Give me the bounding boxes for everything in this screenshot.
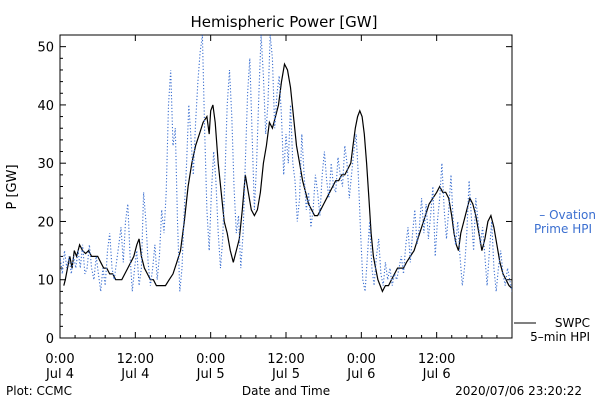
y-tick-label-30: 30 bbox=[37, 157, 54, 172]
y-axis-label: P [GW] bbox=[5, 164, 20, 209]
x-tick-label-time-5: 12:00 bbox=[418, 352, 455, 367]
x-tick-label-date-2: Jul 5 bbox=[196, 367, 225, 382]
series-line-ovation-prime-hpi bbox=[60, 35, 512, 292]
series-line-swpc-hpi bbox=[63, 62, 512, 293]
legend: – Ovation Prime HPI SWPC 5–min HPI bbox=[514, 208, 596, 344]
x-tick-label-time-0: 0:00 bbox=[45, 352, 74, 367]
series-layer bbox=[60, 35, 512, 293]
plot-frame-rect bbox=[59, 34, 513, 339]
footer-right: 2020/07/06 23:20:22 bbox=[455, 384, 582, 398]
x-tick-label-time-4: 0:00 bbox=[347, 352, 376, 367]
y-tick-label-40: 40 bbox=[37, 99, 54, 114]
x-tick-label-date-1: Jul 4 bbox=[120, 367, 149, 382]
x-tick-label-time-1: 12:00 bbox=[117, 352, 154, 367]
y-tick-label-10: 10 bbox=[37, 274, 54, 289]
x-tick-label-date-4: Jul 6 bbox=[346, 367, 375, 382]
x-tick-label-time-3: 12:00 bbox=[267, 352, 304, 367]
y-axis: 0 10 20 30 40 50 bbox=[37, 34, 512, 347]
y-tick-label-50: 50 bbox=[37, 41, 54, 56]
x-tick-label-date-0: Jul 4 bbox=[45, 367, 74, 382]
footer-left: Plot: CCMC bbox=[6, 384, 72, 398]
legend-ovation-line2: Prime HPI bbox=[534, 222, 592, 236]
y-tick-label-0: 0 bbox=[46, 332, 54, 347]
x-tick-label-time-2: 0:00 bbox=[196, 352, 225, 367]
plot-area bbox=[59, 34, 513, 339]
x-tick-label-date-5: Jul 6 bbox=[422, 367, 451, 382]
legend-swpc-line2: 5–min HPI bbox=[530, 330, 590, 344]
y-axis-label-group: P [GW] bbox=[5, 164, 20, 209]
legend-swpc-line1: SWPC bbox=[555, 316, 590, 330]
legend-ovation-line1: – Ovation bbox=[539, 208, 596, 222]
x-tick-label-date-3: Jul 5 bbox=[271, 367, 300, 382]
chart-title: Hemispheric Power [GW] bbox=[191, 13, 378, 31]
y-tick-label-20: 20 bbox=[37, 215, 54, 230]
x-axis-label: Date and Time bbox=[242, 384, 330, 398]
